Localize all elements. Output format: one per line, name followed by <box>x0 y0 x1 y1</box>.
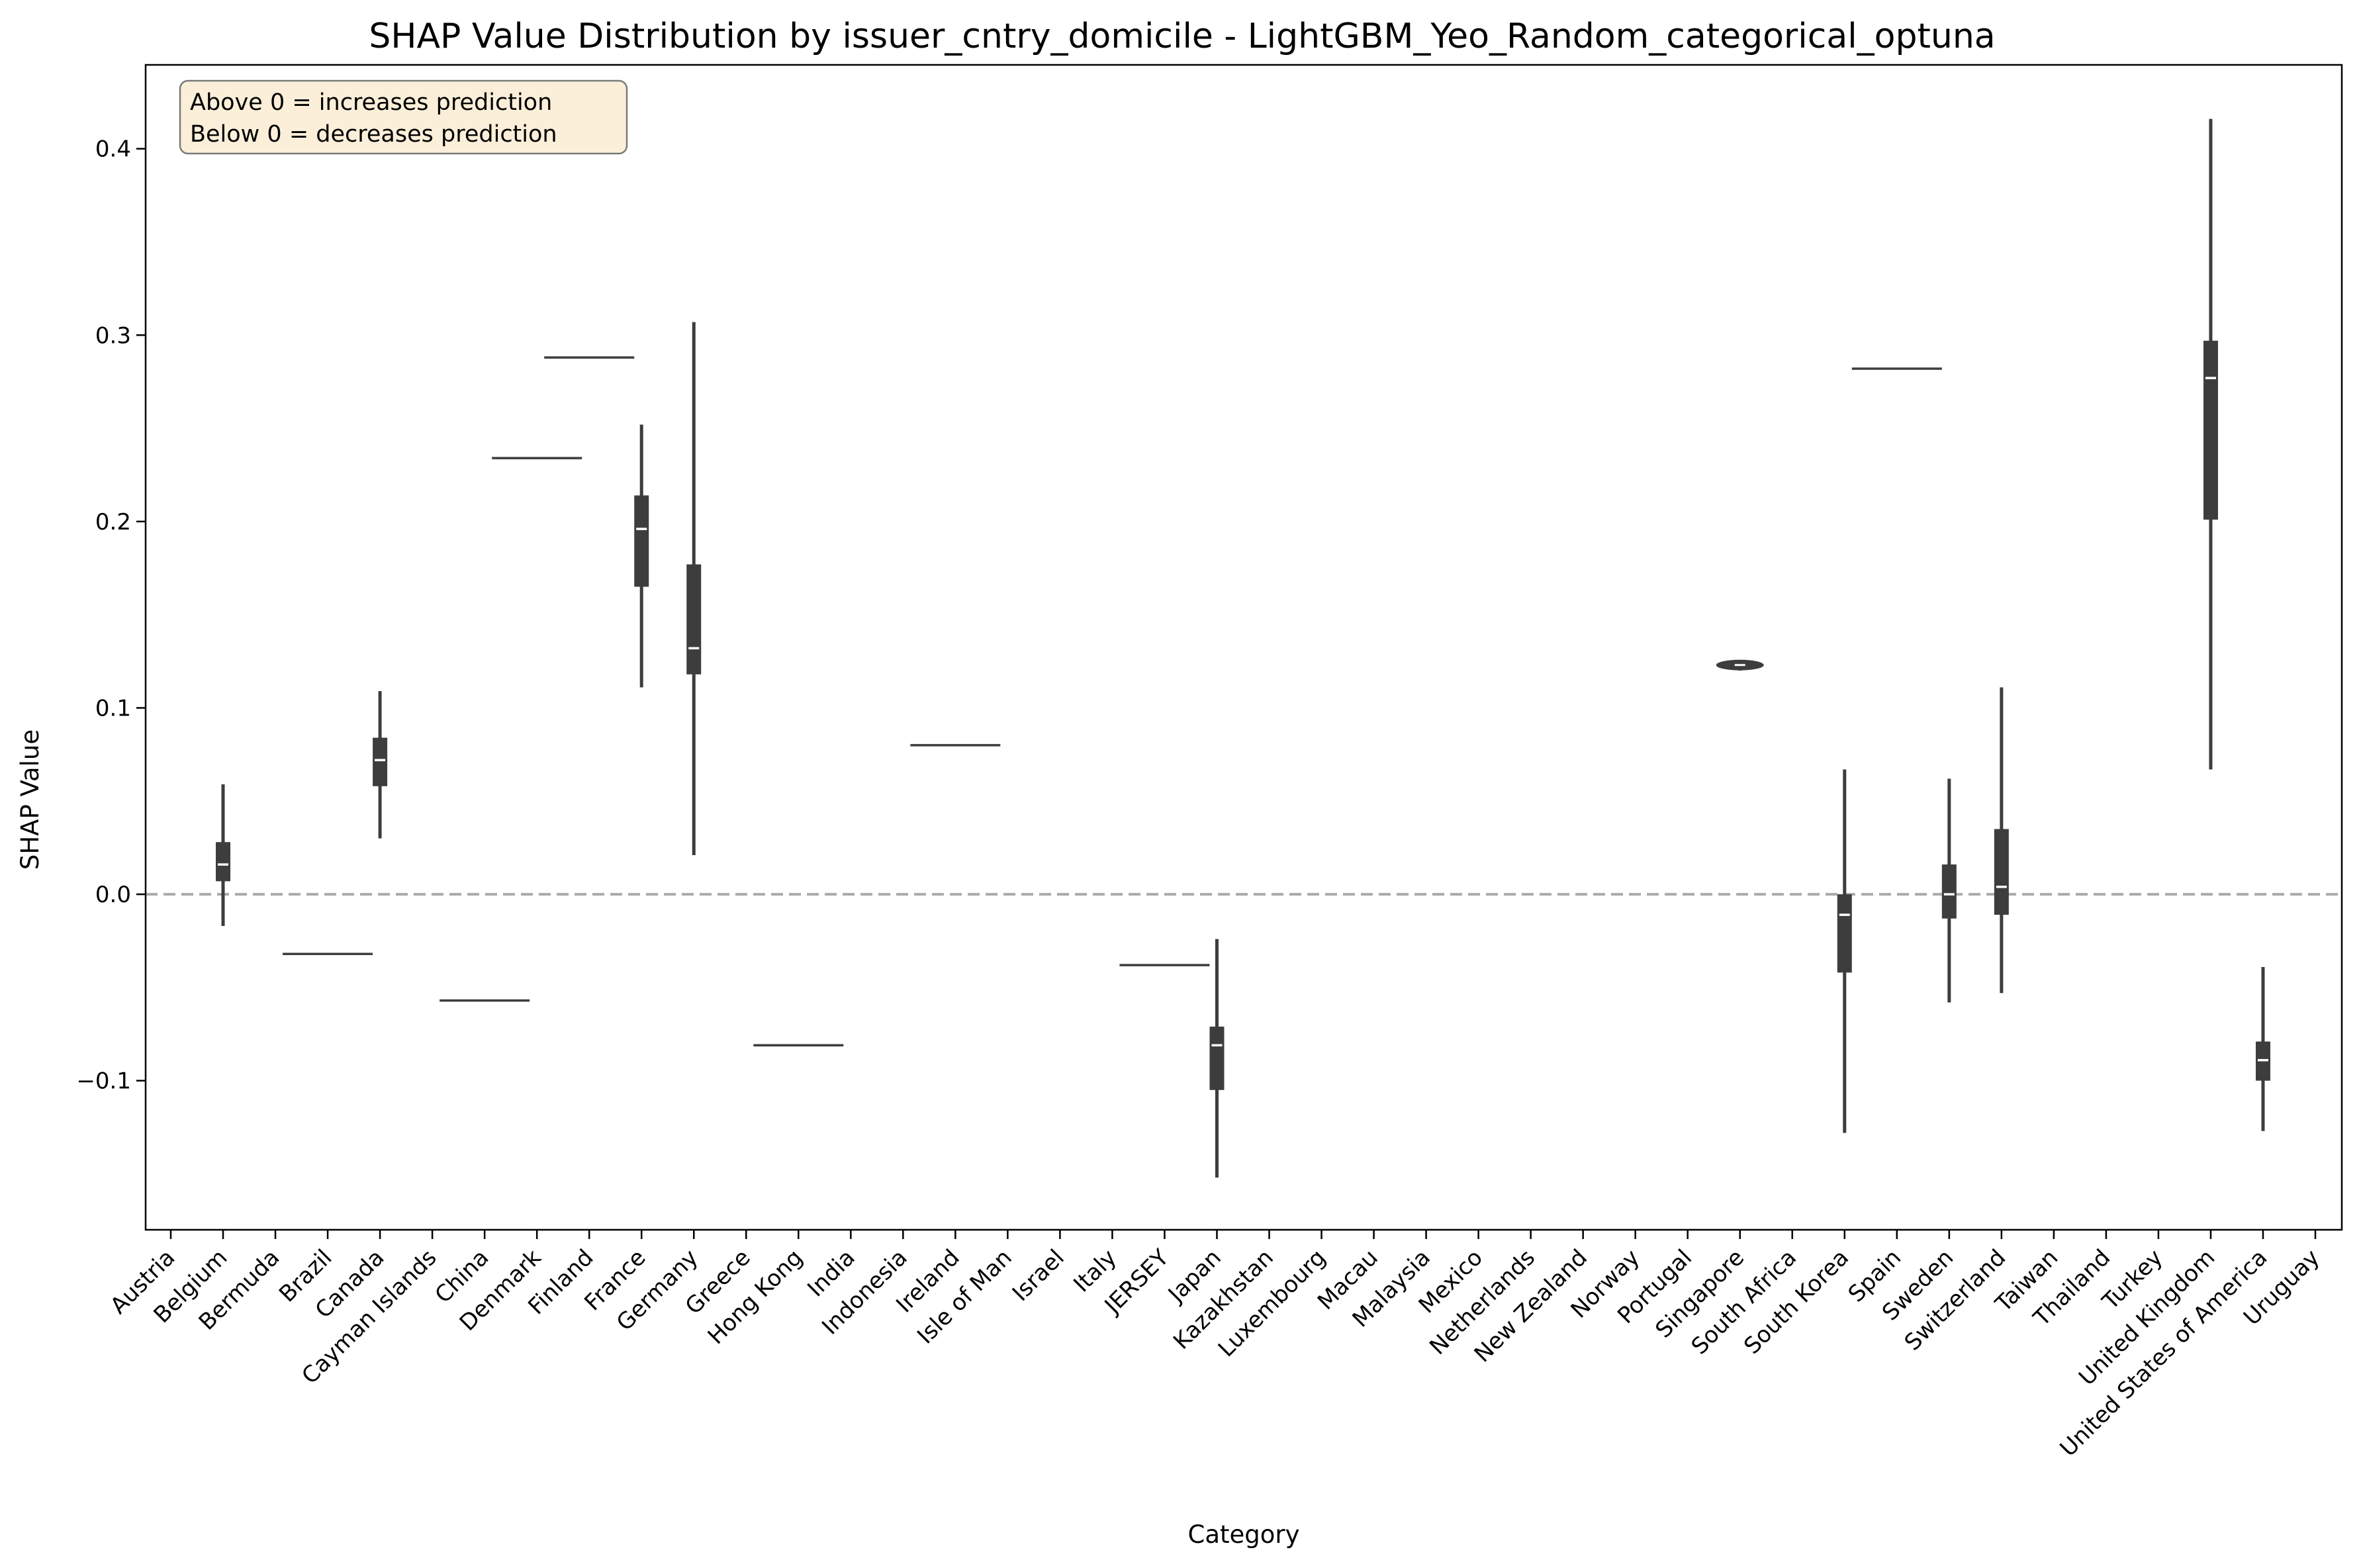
violin-france-box <box>634 495 649 587</box>
annotation-box <box>179 79 628 155</box>
x-axis-label: Category <box>1187 1520 1299 1549</box>
y-tick-label: 0.1 <box>95 696 131 722</box>
violin-japan-box <box>1209 1027 1225 1090</box>
annotation-line-2: Below 0 = decreases prediction <box>190 121 557 148</box>
annotation-line-1: Above 0 = increases prediction <box>190 89 552 116</box>
y-tick-label: −0.1 <box>76 1068 131 1095</box>
y-tick-label: 0.3 <box>95 322 131 349</box>
violin-germany-box <box>686 564 702 674</box>
y-tick-label: 0.4 <box>95 136 131 163</box>
chart-title: SHAP Value Distribution by issuer_cntry_… <box>369 17 1995 56</box>
violin-canada-box <box>373 737 388 786</box>
plot-frame <box>144 64 2343 1231</box>
y-tick-label: 0.0 <box>95 882 131 908</box>
y-axis-label: SHAP Value <box>16 729 44 870</box>
x-tick-label-israel: Israel <box>1007 1244 1070 1307</box>
violin-united-kingdom-box <box>2203 340 2218 520</box>
violin-switzerland-box <box>1994 829 2009 915</box>
y-tick-label: 0.2 <box>95 509 131 535</box>
plot-area: −0.10.00.10.20.30.4AustriaBelgiumBermuda… <box>76 64 2343 1462</box>
violin-south-korea-box <box>1837 894 1852 973</box>
violin-sweden-box <box>1941 864 1957 919</box>
violin-belgium-box <box>216 842 231 882</box>
